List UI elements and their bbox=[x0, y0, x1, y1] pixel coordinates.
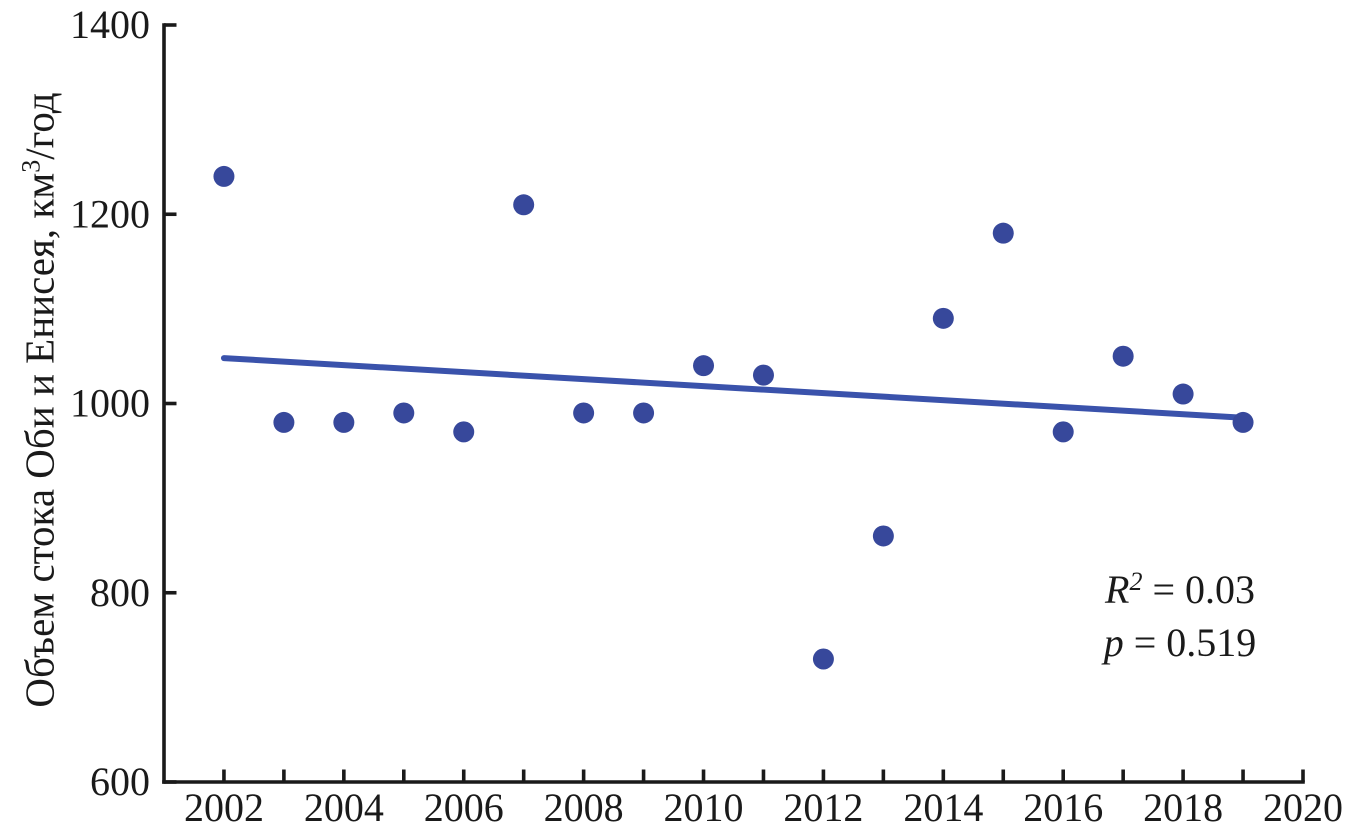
data-point bbox=[1052, 421, 1074, 443]
data-point bbox=[273, 411, 295, 433]
y-tick-label: 1000 bbox=[70, 381, 150, 426]
r-symbol: R bbox=[1105, 567, 1130, 612]
x-tick-label: 2016 bbox=[1023, 785, 1103, 830]
x-tick-label: 2002 bbox=[184, 785, 264, 830]
x-tick-label: 2008 bbox=[544, 785, 624, 830]
r-exponent: 2 bbox=[1129, 567, 1143, 596]
x-tick-label: 2020 bbox=[1263, 785, 1343, 830]
x-tick-label: 2018 bbox=[1143, 785, 1223, 830]
y-tick-label: 600 bbox=[90, 759, 150, 804]
y-tick-label: 1400 bbox=[70, 2, 150, 47]
data-point bbox=[812, 648, 834, 670]
data-point bbox=[213, 165, 235, 187]
r-squared-value: = 0.03 bbox=[1142, 567, 1255, 612]
data-point bbox=[1232, 411, 1254, 433]
data-point bbox=[1112, 345, 1134, 367]
y-tick-label: 800 bbox=[90, 570, 150, 615]
y-axis-title-unit: /год bbox=[16, 92, 63, 160]
x-tick-label: 2004 bbox=[304, 785, 384, 830]
data-point bbox=[513, 194, 535, 216]
x-tick-label: 2006 bbox=[424, 785, 504, 830]
x-tick-label: 2010 bbox=[664, 785, 744, 830]
data-point bbox=[573, 402, 595, 424]
trend-line bbox=[220, 355, 1247, 421]
data-point bbox=[393, 402, 415, 424]
p-symbol: p bbox=[1103, 620, 1124, 665]
data-point bbox=[693, 355, 715, 377]
data-point bbox=[752, 364, 774, 386]
y-axis-title-superscript: 3 bbox=[16, 159, 46, 173]
data-point bbox=[633, 402, 655, 424]
stats-annotation: R2 = 0.03 p = 0.519 bbox=[1040, 563, 1320, 669]
data-point bbox=[992, 222, 1014, 244]
data-point bbox=[453, 421, 475, 443]
data-point bbox=[872, 525, 894, 547]
y-axis-title-main: Объем стока Оби и Енисея, км bbox=[16, 172, 63, 708]
r-squared-annotation: R2 = 0.03 bbox=[1040, 563, 1320, 616]
data-point bbox=[333, 411, 355, 433]
p-value-annotation: p = 0.519 bbox=[1040, 616, 1320, 669]
x-tick-label: 2014 bbox=[903, 785, 983, 830]
y-axis-title: Объем стока Оби и Енисея, км3/год bbox=[16, 92, 63, 708]
data-point bbox=[1172, 383, 1194, 405]
y-tick-label: 1200 bbox=[70, 191, 150, 236]
p-value: = 0.519 bbox=[1123, 620, 1257, 665]
x-tick-label: 2012 bbox=[783, 785, 863, 830]
data-point bbox=[932, 307, 954, 329]
